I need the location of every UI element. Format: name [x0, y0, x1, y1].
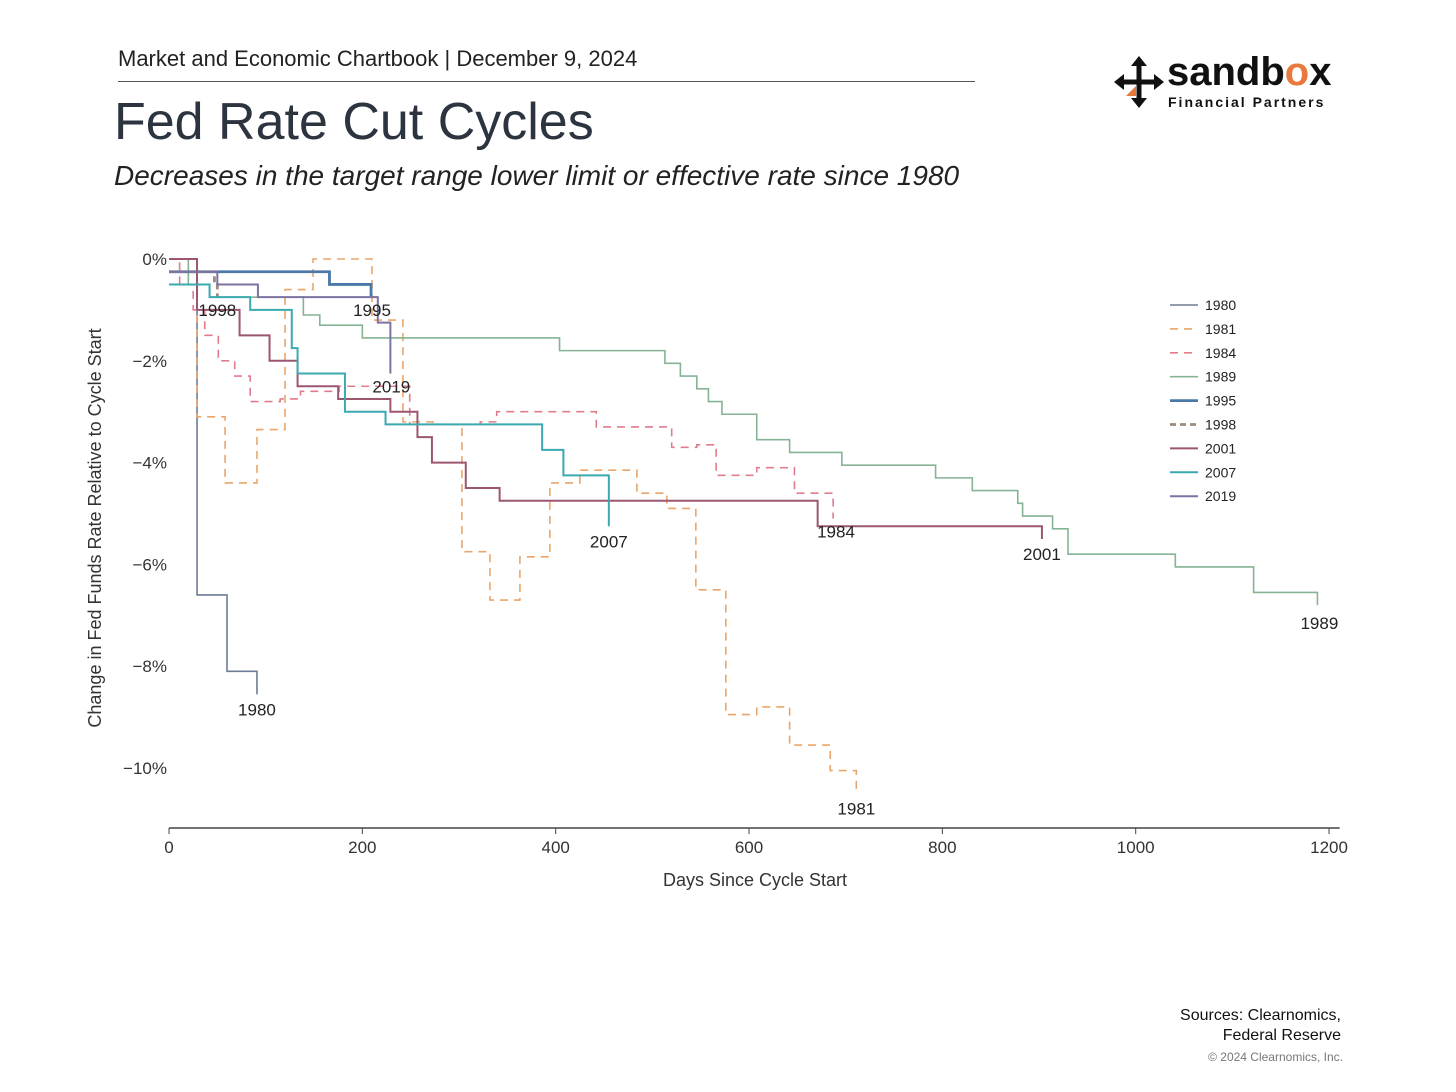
legend-label-1981: 1981: [1205, 321, 1236, 337]
legend-label-1980: 1980: [1205, 297, 1236, 313]
x-tick-label: 200: [348, 838, 376, 857]
sources-note: Sources: Clearnomics, Federal Reserve: [1180, 1006, 1341, 1046]
chart-title: Fed Rate Cut Cycles: [114, 93, 594, 151]
series-line-1984: [169, 258, 834, 519]
legend-label-2019: 2019: [1205, 488, 1236, 504]
copyright: © 2024 Clearnomics, Inc.: [1208, 1050, 1343, 1064]
series-label-1998: 1998: [198, 301, 236, 320]
y-tick-label: −4%: [133, 454, 168, 473]
series-label-1995: 1995: [353, 301, 391, 320]
y-tick-label: 0%: [142, 250, 167, 269]
axes: 0 200 400 600 800 1000 1200 0% −2% −4% −6% −8% −10%: [123, 250, 1348, 857]
logo-wordmark: sandbox: [1167, 50, 1332, 94]
series-label-1981: 1981: [837, 800, 875, 819]
series-label-1984: 1984: [817, 522, 855, 541]
series-line-2019: [169, 270, 392, 374]
sandbox-logo: sandbox Financial Partners: [1114, 50, 1334, 114]
chartbook-header: Market and Economic Chartbook | December…: [118, 46, 638, 71]
x-tick-label: 600: [735, 838, 763, 857]
x-tick-label: 0: [164, 838, 173, 857]
series-line-1980: [169, 258, 258, 695]
source-line-2: Federal Reserve: [1222, 1027, 1341, 1044]
y-tick-label: −10%: [123, 759, 167, 778]
x-tick-label: 1200: [1310, 838, 1348, 857]
x-tick-label: 1000: [1117, 838, 1155, 857]
x-tick-label: 800: [928, 838, 956, 857]
x-tick-label: 400: [541, 838, 569, 857]
logo-subtitle: Financial Partners: [1168, 94, 1326, 110]
y-axis-label: Change in Fed Funds Rate Relative to Cyc…: [85, 328, 105, 727]
legend: 1980 1981 1984 1989 1995 1998 2001 2007 2019: [1170, 297, 1236, 504]
series-line-2001: [169, 258, 1043, 539]
header-divider: [118, 81, 975, 82]
source-line-1: Sources: Clearnomics,: [1180, 1007, 1341, 1024]
series-lines: [169, 258, 1319, 791]
x-axis-label: Days Since Cycle Start: [663, 870, 847, 890]
series-label-2019: 2019: [372, 377, 410, 396]
y-tick-label: −8%: [133, 657, 168, 676]
series-line-2007: [169, 283, 610, 527]
series-line-1995: [169, 270, 373, 298]
series-line-1989: [169, 258, 1319, 606]
legend-label-1989: 1989: [1205, 369, 1236, 385]
y-tick-label: −2%: [133, 352, 168, 371]
chart-subtitle: Decreases in the target range lower limi…: [114, 160, 960, 191]
series-labels: 1980 1981 1984 1989 1995 1998 2001 2007 2019: [198, 301, 1338, 819]
legend-label-1995: 1995: [1205, 393, 1236, 409]
series-label-1989: 1989: [1300, 614, 1338, 633]
arrows-logo-icon: [1114, 56, 1164, 108]
y-tick-label: −6%: [133, 555, 168, 574]
legend-label-2001: 2001: [1205, 440, 1236, 456]
legend-label-2007: 2007: [1205, 464, 1236, 480]
series-label-2001: 2001: [1023, 545, 1061, 564]
legend-label-1998: 1998: [1205, 417, 1236, 433]
series-label-2007: 2007: [590, 532, 628, 551]
series-label-1980: 1980: [238, 700, 276, 719]
legend-label-1984: 1984: [1205, 345, 1236, 361]
